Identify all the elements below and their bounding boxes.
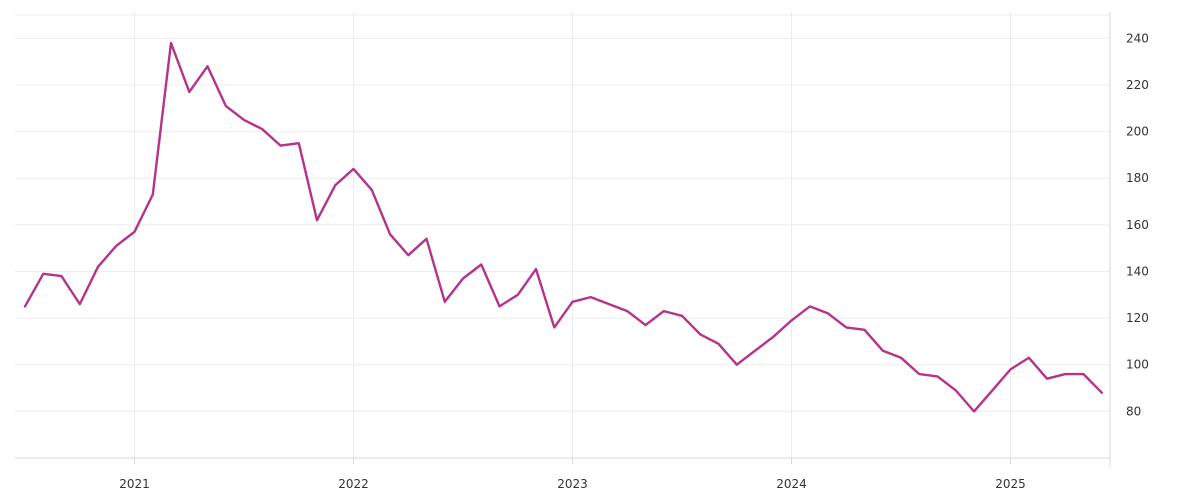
x-tick-label: 2023 bbox=[557, 477, 588, 491]
y-tick-label: 120 bbox=[1126, 311, 1149, 325]
vertical-gridlines bbox=[134, 12, 1012, 458]
y-tick-label: 100 bbox=[1126, 358, 1149, 372]
x-tick-label: 2021 bbox=[119, 477, 150, 491]
y-tick-label: 220 bbox=[1126, 78, 1149, 92]
x-tick-label: 2024 bbox=[776, 477, 807, 491]
y-tick-label: 180 bbox=[1126, 171, 1149, 185]
y-tick-label: 200 bbox=[1126, 125, 1149, 139]
horizontal-gridlines bbox=[15, 14, 1110, 412]
x-tick-label: 2022 bbox=[338, 477, 369, 491]
y-tick-label: 140 bbox=[1126, 264, 1149, 278]
y-tick-label: 80 bbox=[1126, 404, 1141, 418]
y-tick-label: 240 bbox=[1126, 31, 1149, 45]
series-layer bbox=[23, 41, 1104, 413]
y-axis-tick-labels: 80 100 120 140 160 180 200 220 240 bbox=[1126, 31, 1149, 418]
series-line bbox=[23, 41, 1104, 413]
x-tick-label: 2025 bbox=[995, 477, 1026, 491]
y-tick-label: 160 bbox=[1126, 218, 1149, 232]
axes bbox=[15, 12, 1111, 468]
x-axis-tick-labels: 2021 2022 2023 2024 2025 bbox=[119, 477, 1026, 491]
